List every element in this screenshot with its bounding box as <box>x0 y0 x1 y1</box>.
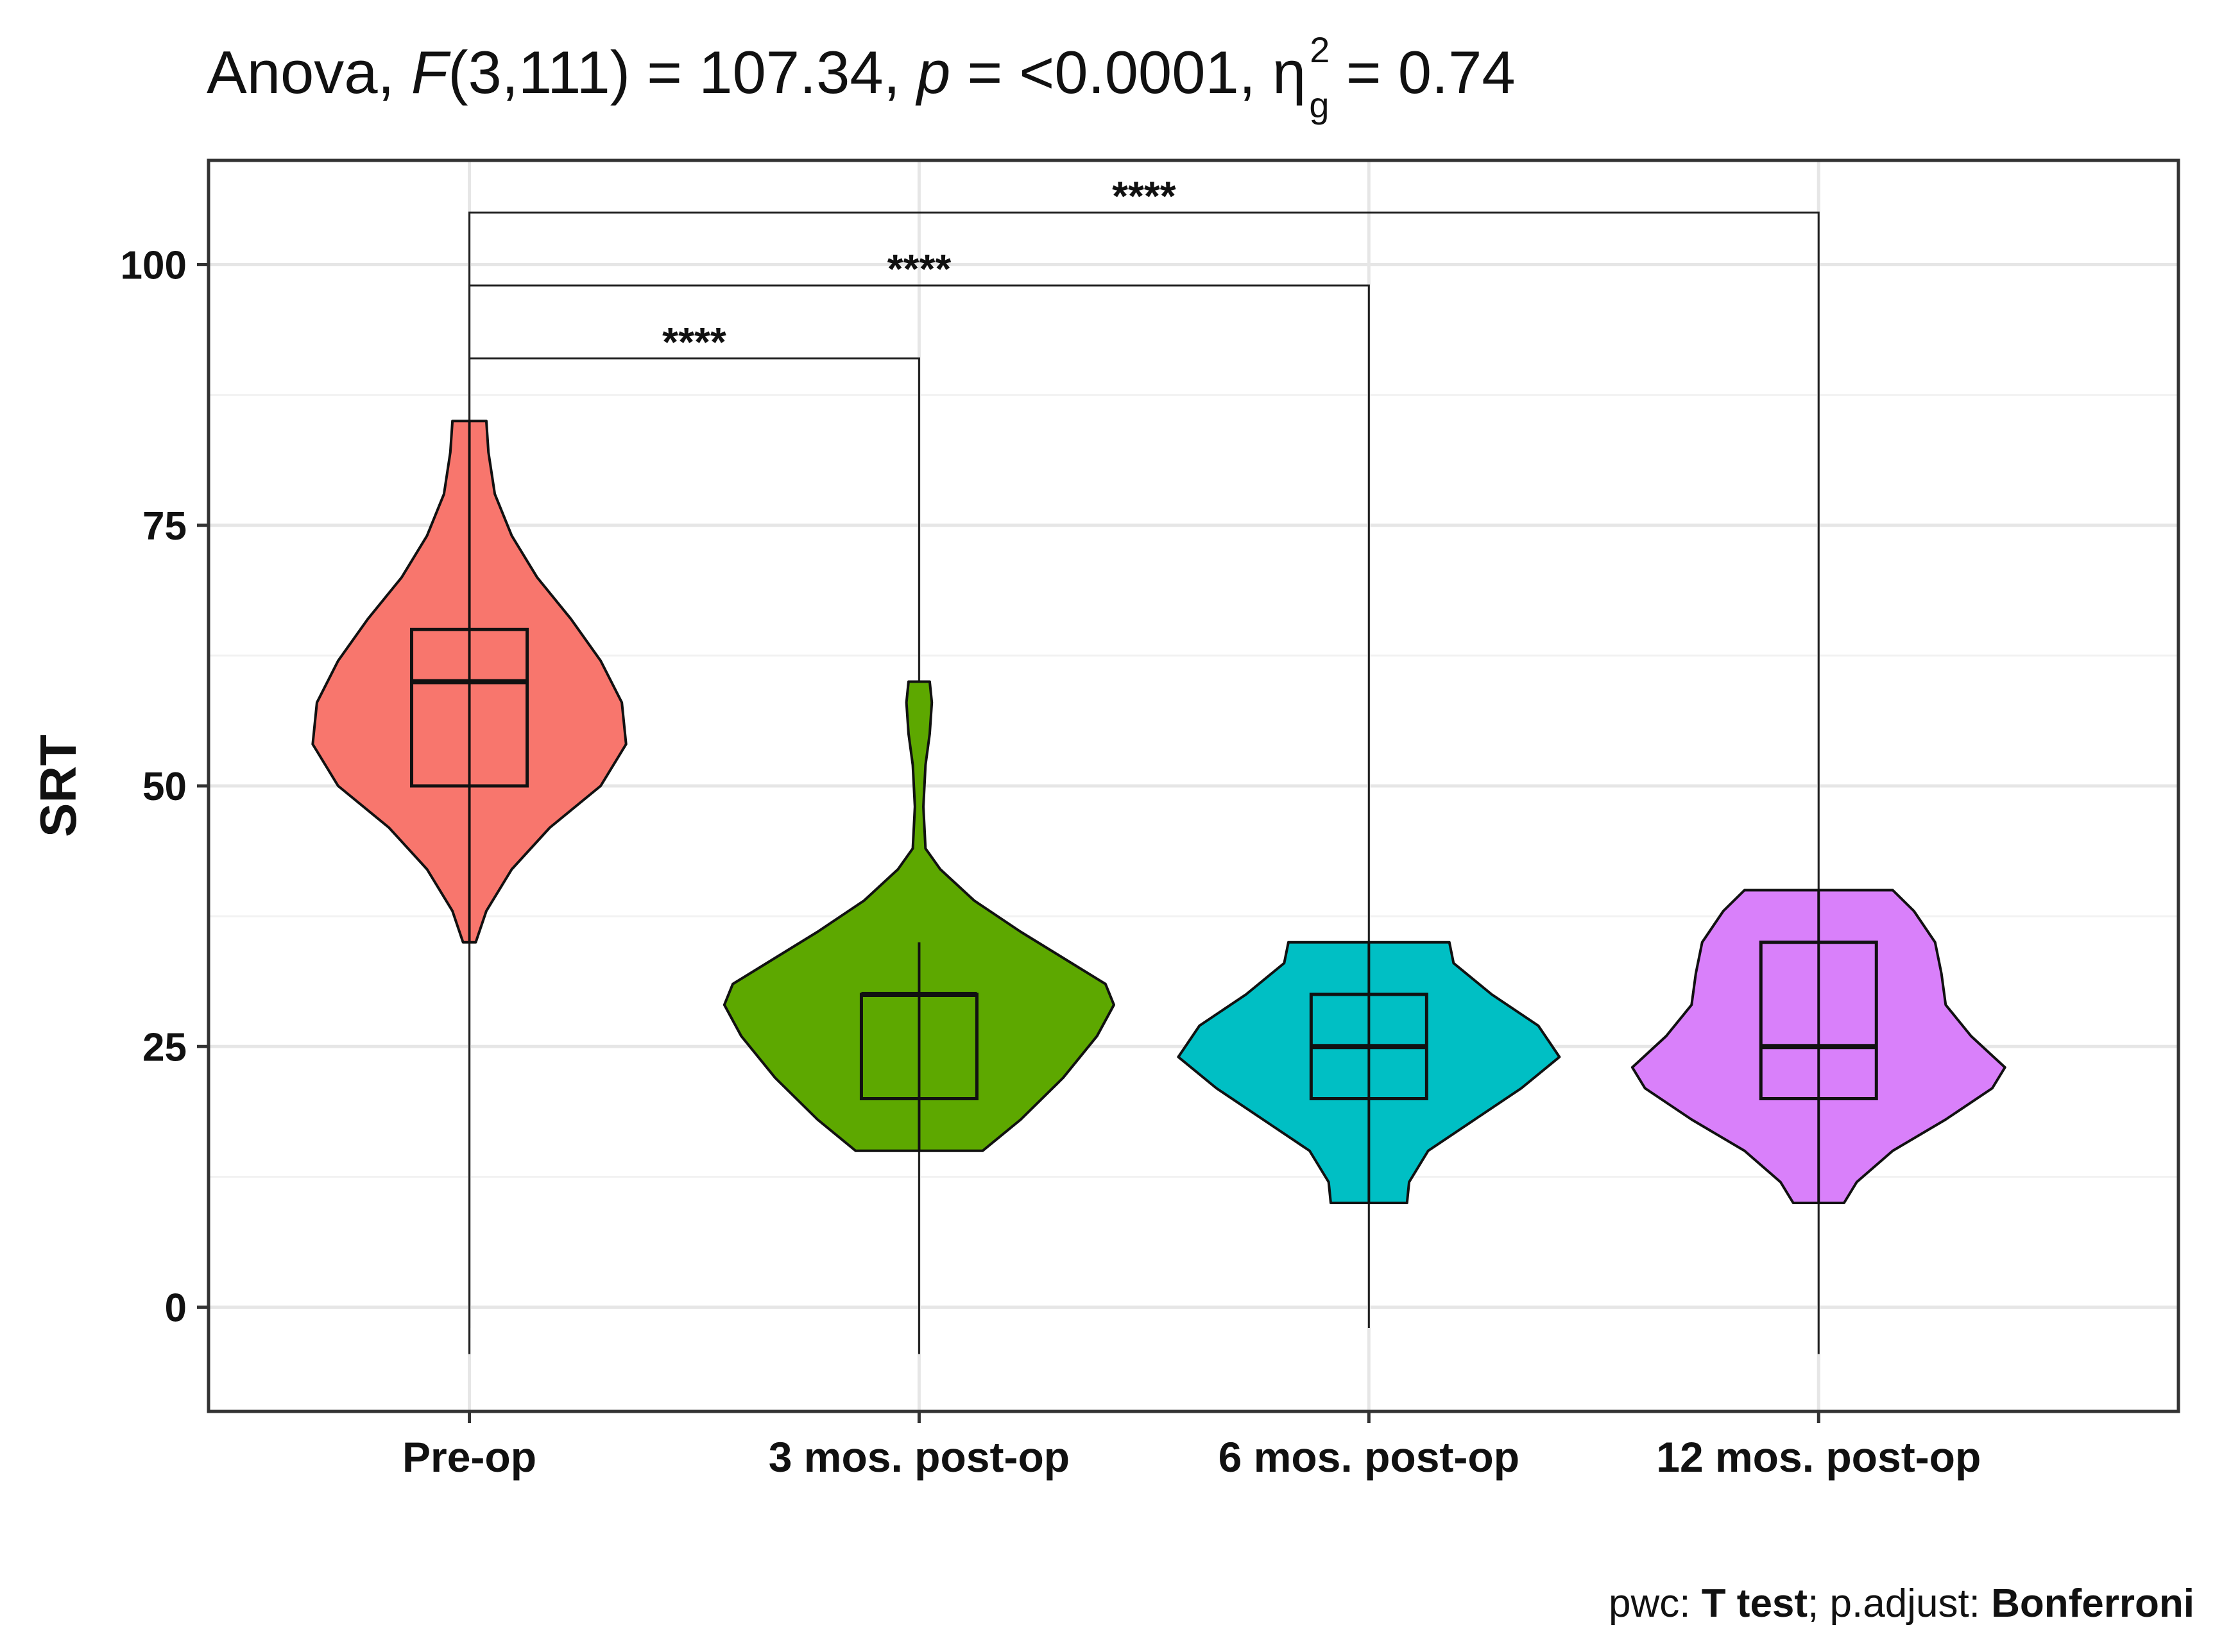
caption-adjust-method: Bonferroni <box>1991 1581 2194 1626</box>
x-tick-label: 6 mos. post-op <box>1219 1433 1519 1481</box>
caption: pwc: T test; p.adjust: Bonferroni <box>1609 1581 2194 1626</box>
chart-title: Anova, F(3,111) = 107.34, p = <0.0001, η… <box>207 30 1516 125</box>
x-tick-label: 3 mos. post-op <box>769 1433 1070 1481</box>
y-axis: 0 25 50 75 100 <box>121 244 209 1331</box>
iqr-box <box>410 627 529 788</box>
x-tick-label: Pre-op <box>402 1433 536 1481</box>
x-axis: Pre-op 3 mos. post-op 6 mos. post-op 12 mos… <box>402 1411 1981 1481</box>
title-prefix: Anova, <box>207 38 411 106</box>
caption-pwc-label: pwc: <box>1609 1581 1702 1626</box>
comparison-significance-label: **** <box>887 246 952 292</box>
y-tick-label: 75 <box>142 504 187 549</box>
caption-adjust-label: ; p.adjust: <box>1808 1581 1991 1626</box>
y-tick-label: 0 <box>165 1286 187 1331</box>
violin-layer <box>311 420 2006 1204</box>
violin-shape <box>723 680 1116 1152</box>
title-p-value: = <0.0001, <box>950 38 1272 106</box>
y-axis-title: SRT <box>30 735 87 837</box>
y-tick-label: 50 <box>142 765 187 809</box>
title-eta-subscript: g <box>1309 85 1329 125</box>
title-eta-value: = 0.74 <box>1330 38 1516 106</box>
title-f-args: (3,111) = 107.34, <box>448 38 917 106</box>
comparison-significance-label: **** <box>662 319 726 365</box>
title-p-symbol: p <box>915 38 950 106</box>
title-eta-symbol: η <box>1272 38 1306 106</box>
title-eta-superscript: 2 <box>1310 30 1330 70</box>
iqr-box <box>1759 941 1878 1100</box>
caption-pwc-method: T test <box>1702 1581 1808 1626</box>
title-f-symbol: F <box>411 38 451 106</box>
y-tick-label: 100 <box>121 244 187 288</box>
comparison-significance-label: **** <box>1112 173 1176 219</box>
x-tick-label: 12 mos. post-op <box>1656 1433 1981 1481</box>
y-tick-label: 25 <box>142 1025 187 1069</box>
